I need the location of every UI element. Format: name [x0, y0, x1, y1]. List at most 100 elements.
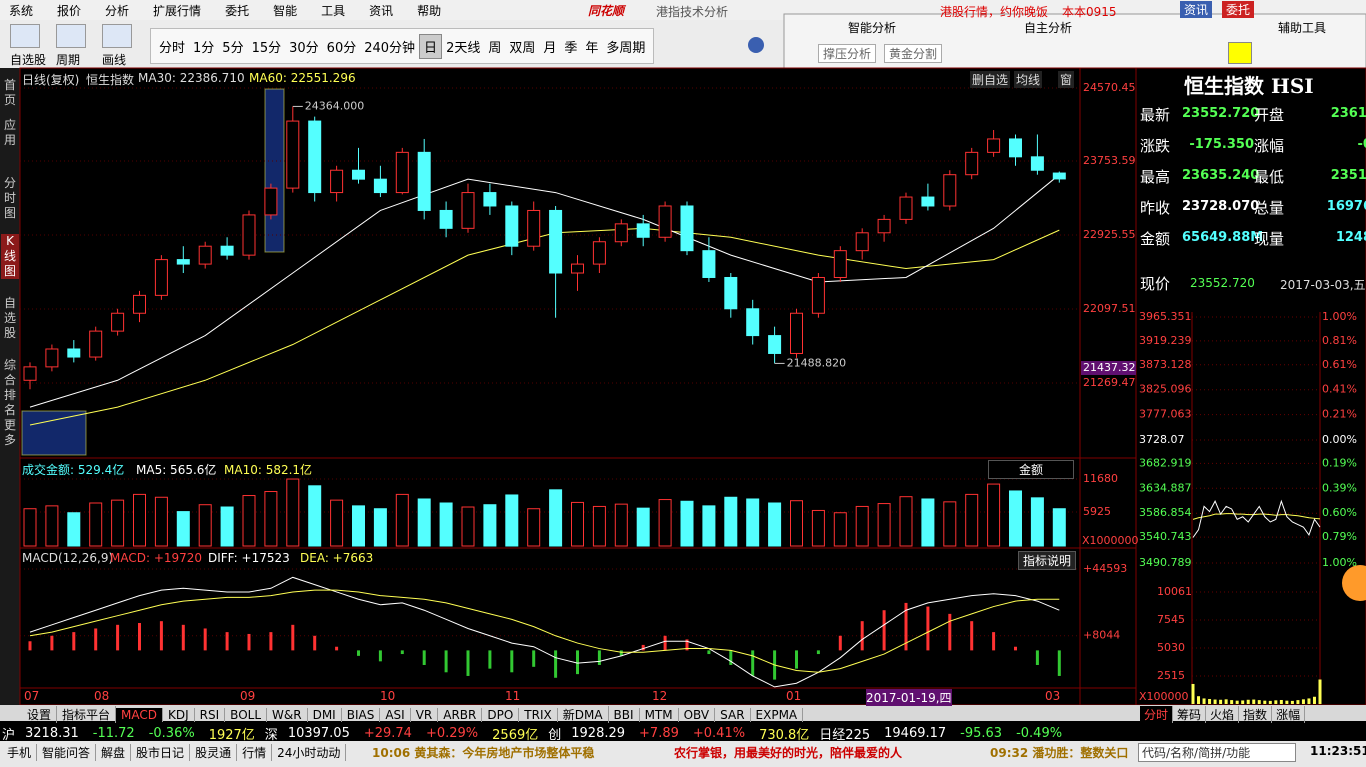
- volume-header: MA5: 565.6亿: [136, 463, 217, 477]
- top-button[interactable]: 委托: [1222, 1, 1255, 18]
- indicator-tab[interactable]: BOLL: [225, 707, 268, 722]
- sidebar-tab[interactable]: 综合排名: [3, 358, 16, 417]
- volume-bar: [855, 505, 869, 547]
- intraday-tab[interactable]: 筹码: [1173, 706, 1207, 723]
- kline-button[interactable]: 均线: [1014, 71, 1043, 88]
- indicator-tab[interactable]: DMI: [308, 707, 342, 722]
- menu-item[interactable]: 扩展行情: [153, 4, 202, 18]
- period-button[interactable]: 2天线: [446, 40, 481, 56]
- volume-bar: [439, 502, 453, 547]
- indicator-tab[interactable]: ARBR: [438, 707, 483, 722]
- indicator-tab[interactable]: TRIX: [519, 707, 558, 722]
- sidebar-tab[interactable]: K线图: [1, 234, 19, 279]
- quote-label: 总量: [1254, 199, 1285, 217]
- sidebar-tab[interactable]: 自选股: [3, 296, 16, 340]
- menu-item[interactable]: 帮助: [417, 4, 442, 18]
- sidebar-tab[interactable]: 应用: [3, 118, 16, 147]
- macd-button[interactable]: 指标说明: [1018, 551, 1077, 570]
- period-button[interactable]: 年: [585, 40, 599, 56]
- indicator-tab[interactable]: EXPMA: [751, 707, 804, 722]
- period-button[interactable]: 240分钟: [364, 40, 416, 56]
- tool-icon[interactable]: [10, 24, 40, 48]
- news-item[interactable]: 09:32 潘功胜：整数关口: [990, 746, 1129, 760]
- volume-header: 成交金额: 529.4亿: [22, 463, 125, 477]
- indicator-tab[interactable]: 指标平台: [57, 706, 117, 723]
- indicator-tab[interactable]: DPO: [482, 707, 520, 722]
- period-button[interactable]: 周: [488, 40, 502, 56]
- intraday-volume: [1235, 700, 1239, 704]
- bottom-link[interactable]: 行情: [237, 744, 273, 761]
- settings-icon[interactable]: [748, 37, 764, 53]
- period-button[interactable]: 月: [543, 40, 557, 56]
- search-box[interactable]: 代码/名称/简拼/功能: [1138, 743, 1296, 762]
- color-swatch[interactable]: [1228, 42, 1252, 64]
- bottom-link[interactable]: 手机: [2, 744, 38, 761]
- period-button[interactable]: 30分: [289, 40, 319, 56]
- bottom-link[interactable]: 24小时动动: [272, 744, 347, 761]
- sidebar-tab[interactable]: 分时图: [3, 176, 16, 220]
- menu-bar: 系统 报价 分析 扩展行情 委托 智能 工具 资讯 帮助: [4, 2, 460, 19]
- intraday-tab[interactable]: 火焰: [1206, 706, 1240, 723]
- candle-body: [877, 218, 891, 234]
- indicator-tab[interactable]: VR: [411, 707, 439, 722]
- sidebar-tab[interactable]: 首页: [3, 78, 16, 107]
- news-item[interactable]: 10:06 黄其森：今年房地产市场整体平稳: [372, 746, 595, 760]
- indicator-tab[interactable]: SAR: [715, 707, 751, 722]
- period-button[interactable]: 分时: [159, 40, 186, 56]
- indicator-tab[interactable]: BBI: [609, 707, 640, 722]
- bottom-link[interactable]: 股灵通: [190, 744, 238, 761]
- panel-button[interactable]: 黄金分割: [884, 44, 943, 63]
- intraday-tab[interactable]: 涨幅: [1272, 706, 1306, 723]
- kline-button[interactable]: 删自选: [970, 71, 1011, 88]
- market-item: 730.8亿: [759, 728, 810, 743]
- market-item: 1928.29: [571, 726, 626, 741]
- menu-item[interactable]: 智能: [273, 4, 298, 18]
- bottom-link[interactable]: 智能问答: [37, 744, 97, 761]
- indicator-tab[interactable]: 新DMA: [558, 706, 609, 723]
- indicator-tab[interactable]: MACD: [116, 707, 164, 722]
- indicator-tab[interactable]: W&R: [267, 707, 308, 722]
- period-button[interactable]: 双周: [509, 40, 536, 56]
- menu-item[interactable]: 系统: [9, 4, 34, 18]
- indicator-tab[interactable]: RSI: [195, 707, 226, 722]
- menu-item[interactable]: 分析: [105, 4, 130, 18]
- sidebar-tab[interactable]: 更多: [3, 418, 16, 447]
- menu-item[interactable]: 委托: [225, 4, 250, 18]
- indicator-tab[interactable]: MTM: [640, 707, 679, 722]
- tool-icon[interactable]: [102, 24, 132, 48]
- period-button[interactable]: 5分: [222, 40, 244, 56]
- bottom-link[interactable]: 股市日记: [131, 744, 191, 761]
- macd-bar: [94, 628, 98, 651]
- indicator-tab[interactable]: OBV: [679, 707, 716, 722]
- period-button[interactable]: 60分: [326, 40, 357, 56]
- indicator-tab[interactable]: BIAS: [342, 707, 381, 722]
- top-button[interactable]: 资讯: [1180, 1, 1213, 18]
- float-ball[interactable]: [1342, 565, 1366, 601]
- indicator-tab[interactable]: ASI: [380, 707, 411, 722]
- kline-button[interactable]: 窗: [1058, 71, 1075, 88]
- period-button[interactable]: 日: [419, 33, 443, 59]
- intraday-tab[interactable]: 指数: [1239, 706, 1273, 723]
- quote-value: 23618.360: [1330, 106, 1366, 121]
- market-item: -0.49%: [1016, 726, 1063, 741]
- period-button[interactable]: 多周期: [606, 40, 646, 56]
- period-button[interactable]: 15分: [251, 40, 282, 56]
- menu-item[interactable]: 工具: [321, 4, 346, 18]
- highlight-box: [21, 410, 87, 456]
- news-item[interactable]: 农行掌银，用最美好的时光，陪伴最爱的人: [674, 746, 903, 760]
- quote-value: 23552.720: [1182, 106, 1260, 121]
- indicator-tab[interactable]: 设置: [22, 706, 58, 723]
- menu-item[interactable]: 报价: [57, 4, 82, 18]
- tool-icon[interactable]: [56, 24, 86, 48]
- bottom-link[interactable]: 解盘: [96, 744, 132, 761]
- intraday-volume: [1279, 699, 1283, 704]
- period-button[interactable]: 1分: [193, 40, 215, 56]
- macd-bar: [597, 650, 601, 665]
- quote-label: 昨收: [1140, 199, 1171, 217]
- volume-dropdown[interactable]: 金额: [988, 460, 1074, 479]
- indicator-tab[interactable]: KDJ: [163, 707, 195, 722]
- intraday-tab[interactable]: 分时: [1140, 706, 1174, 723]
- menu-item[interactable]: 资讯: [369, 4, 394, 18]
- panel-button[interactable]: 撑压分析: [818, 44, 877, 63]
- period-button[interactable]: 季: [564, 40, 578, 56]
